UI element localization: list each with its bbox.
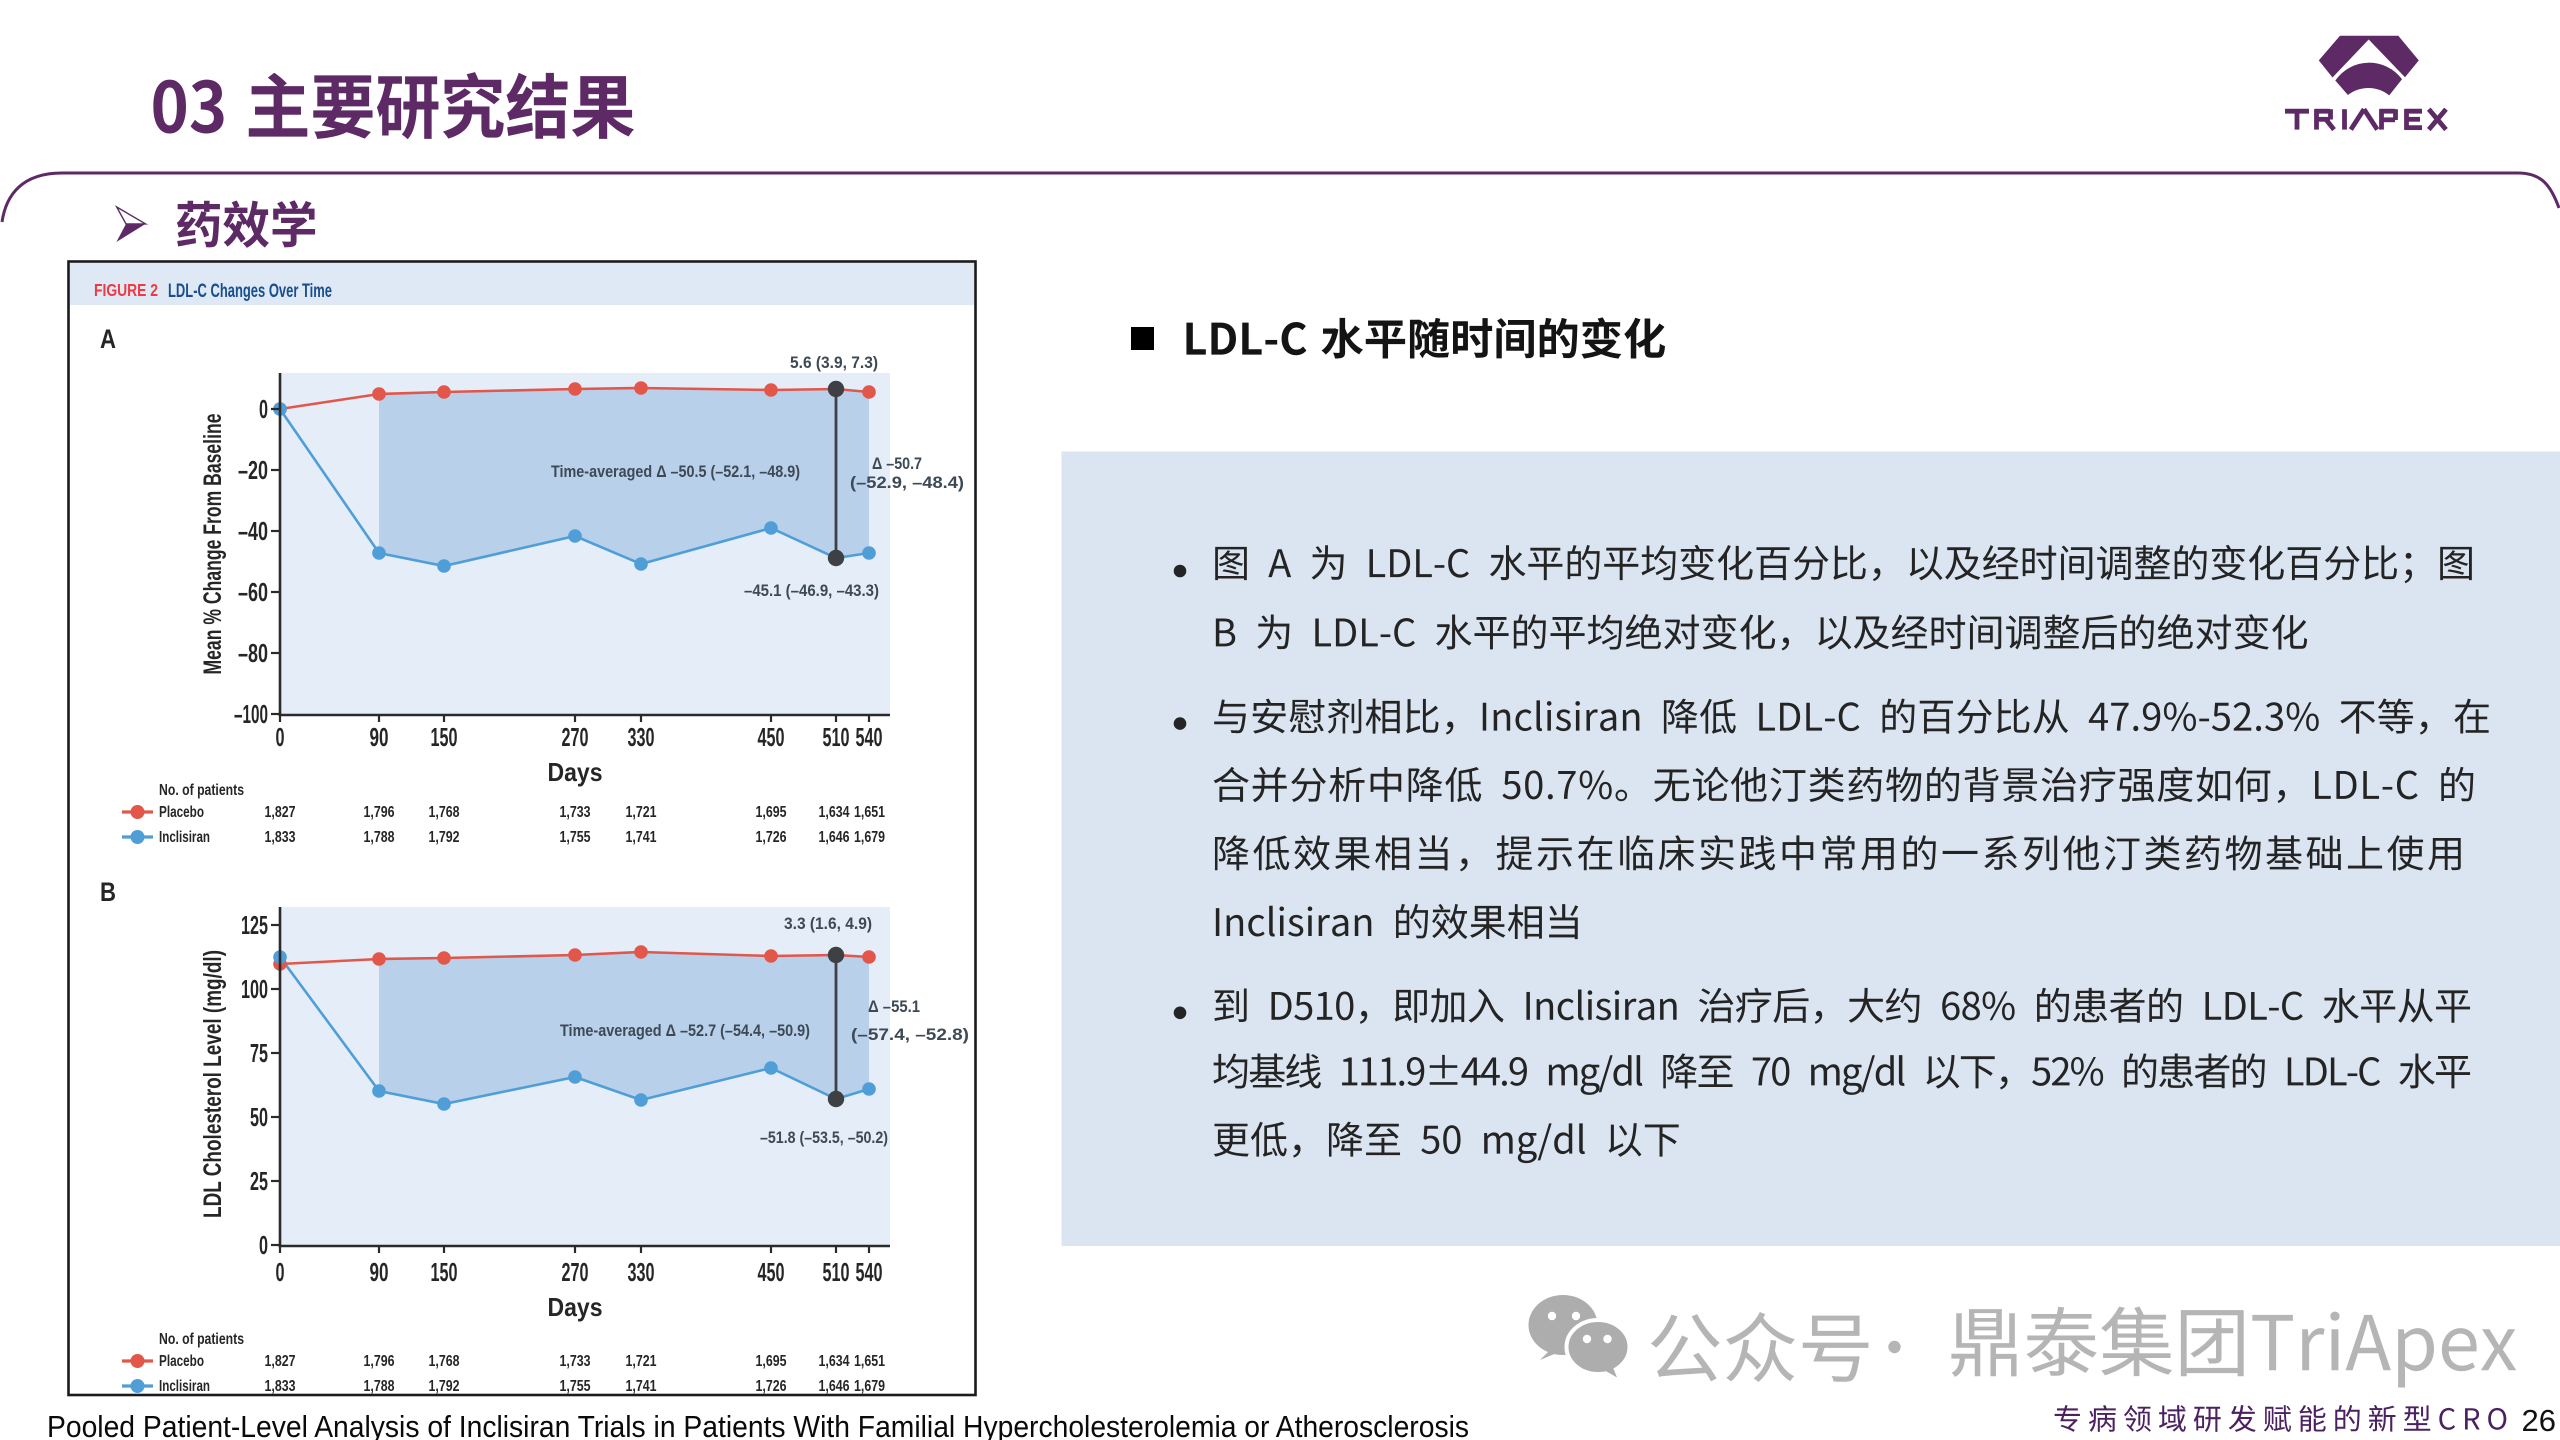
svg-text:1,796: 1,796 [364, 1353, 395, 1370]
svg-text:A: A [100, 324, 116, 354]
svg-text:Δ –55.1: Δ –55.1 [868, 997, 920, 1016]
svg-text:FIGURE 2: FIGURE 2 [94, 280, 158, 300]
svg-text:1,741: 1,741 [626, 829, 657, 846]
svg-text:1,679: 1,679 [854, 1378, 885, 1395]
svg-text:1,726: 1,726 [756, 829, 787, 846]
svg-text:B: B [100, 877, 116, 907]
svg-text:450: 450 [758, 1257, 785, 1287]
svg-text:25: 25 [250, 1166, 268, 1196]
svg-text:–20: –20 [238, 455, 268, 485]
svg-text:1,634: 1,634 [819, 804, 850, 821]
svg-text:1,651: 1,651 [854, 1353, 885, 1370]
svg-text:0: 0 [259, 1230, 268, 1260]
svg-text:1,788: 1,788 [364, 829, 395, 846]
svg-text:1,733: 1,733 [560, 804, 591, 821]
svg-text:75: 75 [250, 1038, 268, 1068]
svg-text:LDL-C Changes Over Time: LDL-C Changes Over Time [168, 281, 332, 302]
svg-text:LDL Cholesterol Level (mg/dl): LDL Cholesterol Level (mg/dl) [199, 950, 227, 1218]
svg-text:1,651: 1,651 [854, 804, 885, 821]
svg-text:–80: –80 [238, 638, 268, 668]
svg-text:26: 26 [2522, 1403, 2556, 1438]
svg-text:1,733: 1,733 [560, 1353, 591, 1370]
svg-text:Days: Days [548, 1292, 603, 1322]
svg-text:Placebo: Placebo [159, 804, 204, 821]
svg-text:1,755: 1,755 [560, 829, 591, 846]
svg-text:125: 125 [241, 910, 268, 940]
svg-text:0: 0 [259, 394, 268, 424]
svg-text:100: 100 [241, 974, 268, 1004]
svg-text:540: 540 [856, 722, 883, 752]
svg-text:1,755: 1,755 [560, 1378, 591, 1395]
svg-text:1,646: 1,646 [819, 829, 850, 846]
svg-text:540: 540 [856, 1257, 883, 1287]
svg-text:(–52.9, –48.4): (–52.9, –48.4) [850, 473, 964, 492]
svg-text:3.3 (1.6, 4.9): 3.3 (1.6, 4.9) [784, 914, 872, 933]
svg-text:1,833: 1,833 [265, 829, 296, 846]
svg-text:0: 0 [276, 1257, 285, 1287]
svg-text:1,726: 1,726 [756, 1378, 787, 1395]
svg-text:510: 510 [823, 1257, 850, 1287]
svg-text:–60: –60 [238, 577, 268, 607]
svg-text:–40: –40 [238, 516, 268, 546]
svg-text:No. of patients: No. of patients [159, 782, 244, 799]
svg-text:450: 450 [758, 722, 785, 752]
svg-text:1,792: 1,792 [429, 829, 460, 846]
svg-text:1,695: 1,695 [756, 804, 787, 821]
svg-text:Placebo: Placebo [159, 1353, 204, 1370]
svg-text:150: 150 [431, 1257, 458, 1287]
svg-text:330: 330 [628, 722, 655, 752]
svg-text:50: 50 [250, 1102, 268, 1132]
svg-text:0: 0 [276, 722, 285, 752]
svg-text:1,634: 1,634 [819, 1353, 850, 1370]
svg-text:150: 150 [431, 722, 458, 752]
svg-text:1,827: 1,827 [265, 804, 296, 821]
svg-text:Days: Days [548, 757, 603, 787]
svg-text:1,721: 1,721 [626, 804, 657, 821]
svg-text:270: 270 [562, 722, 589, 752]
svg-text:330: 330 [628, 1257, 655, 1287]
svg-text:1,741: 1,741 [626, 1378, 657, 1395]
svg-text:1,796: 1,796 [364, 804, 395, 821]
svg-text:1,646: 1,646 [819, 1378, 850, 1395]
svg-text:(–57.4, –52.8): (–57.4, –52.8) [851, 1025, 969, 1044]
svg-text:270: 270 [562, 1257, 589, 1287]
svg-text:Time-averaged Δ –52.7 (–54.4,: Time-averaged Δ –52.7 (–54.4, –50.9) [560, 1021, 810, 1040]
svg-text:Mean % Change From Baseline: Mean % Change From Baseline [199, 413, 227, 674]
svg-text:–45.1 (–46.9, –43.3): –45.1 (–46.9, –43.3) [744, 581, 879, 600]
svg-text:Inclisiran: Inclisiran [159, 829, 210, 846]
svg-text:1,695: 1,695 [756, 1353, 787, 1370]
svg-text:Time-averaged Δ –50.5 (–52.1,: Time-averaged Δ –50.5 (–52.1, –48.9) [551, 462, 800, 481]
svg-text:510: 510 [823, 722, 850, 752]
svg-text:90: 90 [370, 1257, 389, 1287]
svg-text:Inclisiran: Inclisiran [159, 1378, 210, 1395]
svg-text:1,833: 1,833 [265, 1378, 296, 1395]
svg-text:–51.8 (–53.5, –50.2): –51.8 (–53.5, –50.2) [760, 1128, 888, 1147]
svg-text:–100: –100 [234, 699, 268, 729]
svg-text:90: 90 [370, 722, 389, 752]
svg-text:Δ –50.7: Δ –50.7 [872, 454, 922, 473]
svg-text:1,721: 1,721 [626, 1353, 657, 1370]
svg-text:1,768: 1,768 [429, 804, 460, 821]
svg-text:Pooled Patient-Level Analysis: Pooled Patient-Level Analysis of Inclisi… [47, 1409, 1469, 1440]
svg-text:1,827: 1,827 [265, 1353, 296, 1370]
svg-text:1,768: 1,768 [429, 1353, 460, 1370]
svg-text:5.6 (3.9, 7.3): 5.6 (3.9, 7.3) [790, 353, 878, 372]
svg-text:1,679: 1,679 [854, 829, 885, 846]
svg-text:No. of patients: No. of patients [159, 1331, 244, 1348]
svg-text:1,792: 1,792 [429, 1378, 460, 1395]
svg-text:1,788: 1,788 [364, 1378, 395, 1395]
